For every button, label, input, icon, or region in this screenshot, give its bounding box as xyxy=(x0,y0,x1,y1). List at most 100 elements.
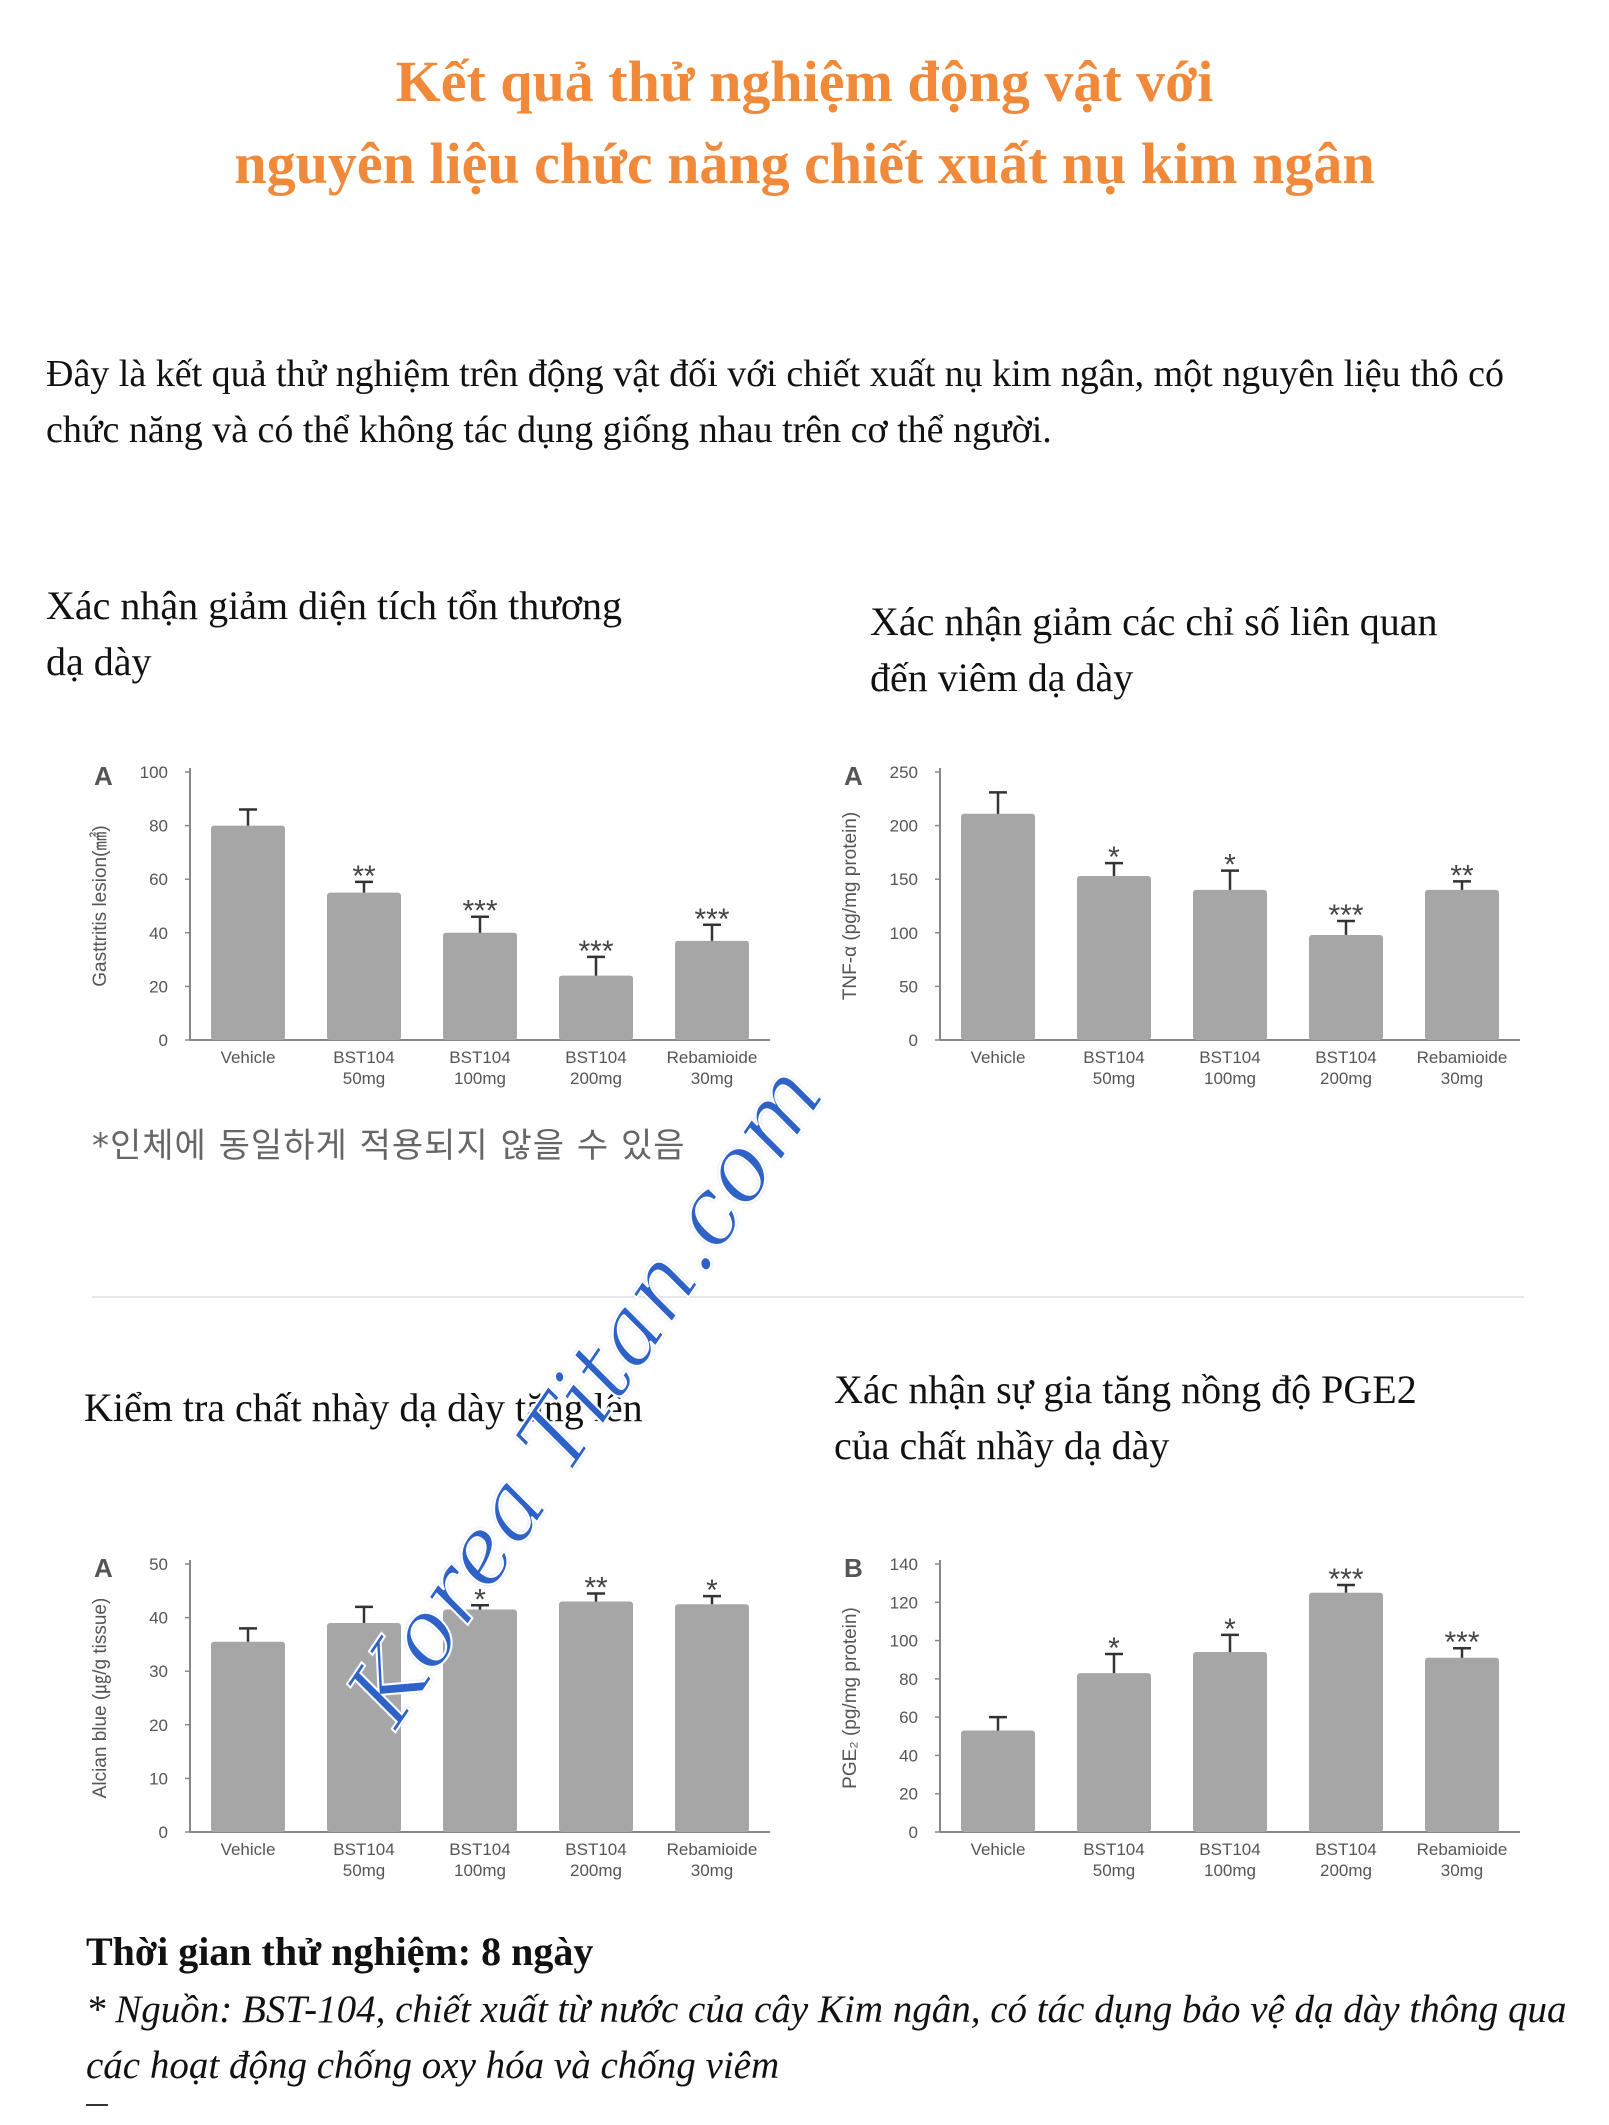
x-tick-label: BST104 xyxy=(333,1048,394,1067)
x-tick-label: Rebamioide xyxy=(667,1840,758,1859)
x-tick-label: BST104 xyxy=(1199,1048,1260,1067)
y-tick-label: 150 xyxy=(890,870,918,889)
significance-mark: ** xyxy=(1450,859,1474,892)
significance-mark: ** xyxy=(352,860,376,893)
y-tick-label: 60 xyxy=(899,1708,918,1727)
bar xyxy=(1425,1657,1499,1832)
y-tick-label: 100 xyxy=(140,763,168,782)
x-tick-label: BST104 xyxy=(333,1840,394,1859)
y-tick-label: 50 xyxy=(899,977,918,996)
significance-mark: *** xyxy=(694,903,729,936)
significance-mark: ** xyxy=(584,1571,608,1604)
significance-mark: * xyxy=(1224,1613,1236,1646)
bar xyxy=(211,825,285,1040)
section-title-line: đến viêm dạ dày xyxy=(870,655,1134,700)
x-tick-label: 50mg xyxy=(343,1861,386,1880)
significance-mark: *** xyxy=(1444,1626,1479,1659)
y-tick-label: 100 xyxy=(890,1632,918,1651)
y-tick-label: 50 xyxy=(149,1555,168,1574)
section-title-lesion: Xác nhận giảm diện tích tổn thương dạ dà… xyxy=(46,578,622,690)
significance-mark: *** xyxy=(1328,1563,1363,1596)
section-title-line: Kiểm tra chất nhày dạ dày tăng lên xyxy=(84,1385,643,1430)
significance-mark: *** xyxy=(462,895,497,928)
x-tick-label: 100mg xyxy=(1204,1069,1256,1088)
section-title-inflammation: Xác nhận giảm các chỉ số liên quan đến v… xyxy=(870,594,1438,706)
test-duration: Thời gian thử nghiệm: 8 ngày xyxy=(86,1929,594,1974)
x-tick-label: BST104 xyxy=(565,1840,626,1859)
chart-gastric-lesion-svg: A Gasttritis lesion(㎟) 0 20 40 60 80 100 Vehicle… xyxy=(88,761,770,1088)
chart-tnf-alpha-svg: A TNF-α (pg/mg protein) 0 50 100 150 200 250 Veh… xyxy=(840,761,1520,1088)
y-axis-title: Alcian blue (㎍/g tissue) xyxy=(90,1598,111,1799)
y-tick-label: 250 xyxy=(890,763,918,782)
x-tick-label: 100mg xyxy=(454,1861,506,1880)
y-tick-label: 40 xyxy=(899,1746,918,1765)
x-tick-label: Vehicle xyxy=(221,1048,276,1067)
panel-letter: A xyxy=(94,761,113,791)
section-title-line: của chất nhầy dạ dày xyxy=(834,1423,1170,1468)
bar xyxy=(1309,1592,1383,1832)
bar xyxy=(1077,1673,1151,1832)
y-tick-label: 40 xyxy=(149,924,168,943)
page-title-line-1: Kết quả thử nghiệm động vật với xyxy=(395,49,1214,114)
bar xyxy=(961,1730,1035,1832)
x-tick-label: BST104 xyxy=(565,1048,626,1067)
intro-paragraph: Đây là kết quả thử nghiệm trên động vật … xyxy=(46,353,1505,451)
y-tick-label: 140 xyxy=(890,1555,918,1574)
x-tick-label: BST104 xyxy=(449,1840,510,1859)
x-tick-label: BST104 xyxy=(1315,1048,1376,1067)
bar xyxy=(559,975,633,1040)
x-tick-label: Rebamioide xyxy=(1417,1048,1508,1067)
panel-letter: A xyxy=(844,761,863,791)
section-title-line: Xác nhận giảm diện tích tổn thương xyxy=(46,583,623,628)
x-tick-label: 30mg xyxy=(691,1069,734,1088)
section-title-line: dạ dày xyxy=(46,639,152,684)
x-tick-label: 200mg xyxy=(570,1069,622,1088)
y-tick-label: 0 xyxy=(909,1823,918,1842)
bar xyxy=(675,1604,749,1832)
panel-letter: B xyxy=(844,1553,863,1583)
x-tick-label: 30mg xyxy=(1441,1069,1484,1088)
y-tick-label: 60 xyxy=(149,870,168,889)
bar xyxy=(443,932,517,1040)
y-tick-label: 40 xyxy=(149,1609,168,1628)
bottom-dash xyxy=(86,2104,108,2106)
x-tick-label: 50mg xyxy=(1093,1069,1136,1088)
x-tick-label: Vehicle xyxy=(971,1840,1026,1859)
bar xyxy=(327,1622,401,1832)
section-title-pge2: Xác nhận sự gia tăng nồng độ PGE2 của ch… xyxy=(834,1362,1417,1474)
bar xyxy=(1425,889,1499,1040)
bar xyxy=(443,1609,517,1832)
y-tick-label: 30 xyxy=(149,1662,168,1681)
x-tick-label: Vehicle xyxy=(971,1048,1026,1067)
x-tick-label: Rebamioide xyxy=(1417,1840,1508,1859)
significance-mark: * xyxy=(1224,849,1236,882)
x-tick-label: 100mg xyxy=(1204,1861,1256,1880)
significance-mark: * xyxy=(1108,841,1120,874)
chart-alcian-blue-svg: A Alcian blue (㎍/g tissue) 0 10 20 30 40 50 Vehi… xyxy=(90,1553,770,1880)
x-tick-label: 30mg xyxy=(1441,1861,1484,1880)
x-tick-label: 200mg xyxy=(570,1861,622,1880)
y-tick-label: 20 xyxy=(899,1785,918,1804)
x-tick-label: BST104 xyxy=(1083,1840,1144,1859)
korean-disclaimer: *인체에 동일하게 적용되지 않을 수 있음 xyxy=(92,1126,686,1166)
bar xyxy=(1193,889,1267,1040)
significance-mark: * xyxy=(1108,1632,1120,1665)
y-tick-label: 100 xyxy=(890,924,918,943)
x-tick-label: 200mg xyxy=(1320,1069,1372,1088)
y-tick-label: 20 xyxy=(149,977,168,996)
x-tick-label: 200mg xyxy=(1320,1861,1372,1880)
section-title-line: Xác nhận sự gia tăng nồng độ PGE2 xyxy=(834,1367,1417,1412)
x-tick-label: Vehicle xyxy=(221,1840,276,1859)
y-tick-label: 20 xyxy=(149,1716,168,1735)
significance-mark: *** xyxy=(1328,899,1363,932)
bar xyxy=(1077,875,1151,1040)
page-title-line-2: nguyên liệu chức năng chiết xuất nụ kim … xyxy=(234,131,1375,196)
x-tick-label: 50mg xyxy=(1093,1861,1136,1880)
y-tick-label: 0 xyxy=(159,1823,168,1842)
bar xyxy=(961,813,1035,1040)
section-divider xyxy=(92,1296,1524,1298)
x-tick-label: Rebamioide xyxy=(667,1048,758,1067)
chart-gastric-lesion: A Gasttritis lesion(㎟) 0 20 40 60 80 100 Vehicle… xyxy=(80,760,780,1105)
bar xyxy=(1309,934,1383,1040)
x-tick-label: 30mg xyxy=(691,1861,734,1880)
